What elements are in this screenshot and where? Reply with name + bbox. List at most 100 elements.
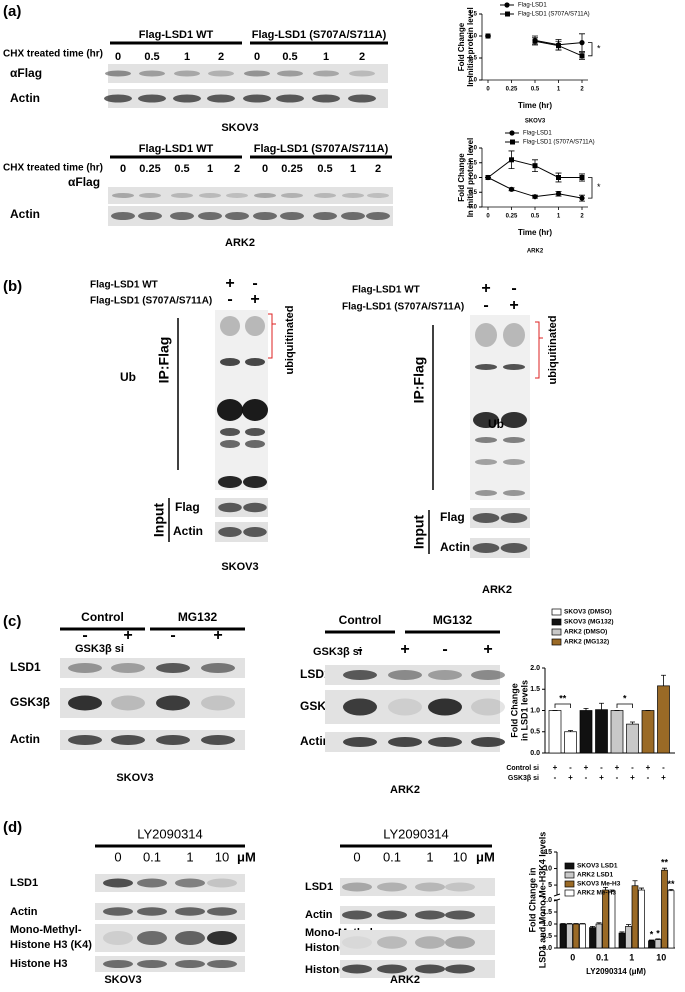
group-label: Flag-LSD1 (S707A/S711A) bbox=[254, 143, 389, 155]
y-axis-label: Fold Change bbox=[509, 683, 519, 738]
dose: 10 bbox=[215, 849, 229, 864]
cell-line: ARK2 bbox=[225, 237, 255, 249]
error-bar bbox=[661, 675, 666, 686]
ub-label: Ub bbox=[488, 417, 504, 431]
sign: + bbox=[123, 627, 132, 644]
band bbox=[243, 95, 271, 103]
x-axis-label: Time (hr) bbox=[518, 101, 552, 110]
bracket bbox=[588, 43, 592, 56]
annotation: * bbox=[623, 693, 627, 703]
bracket-label: ubiquitinated bbox=[284, 305, 296, 374]
marker bbox=[533, 39, 538, 44]
band bbox=[445, 965, 475, 974]
band bbox=[243, 476, 267, 488]
bar bbox=[649, 941, 655, 948]
band bbox=[343, 699, 377, 716]
time-label: 0.5 bbox=[144, 51, 159, 63]
band bbox=[348, 95, 376, 103]
band bbox=[137, 931, 167, 945]
band bbox=[103, 879, 133, 888]
sign: - bbox=[554, 773, 557, 782]
band bbox=[388, 670, 422, 680]
band bbox=[341, 212, 365, 220]
time-label: 0.25 bbox=[281, 163, 302, 175]
band bbox=[343, 670, 377, 680]
row-label: Flag bbox=[440, 510, 465, 524]
error-bar bbox=[633, 881, 638, 886]
row-label: Histone H3 (K4) bbox=[10, 939, 92, 951]
x-tick-label: 1 bbox=[557, 214, 561, 220]
legend-label: SKOV3 (DMSO) bbox=[564, 609, 612, 616]
band bbox=[174, 71, 200, 77]
band bbox=[281, 193, 303, 198]
band bbox=[245, 440, 265, 448]
band bbox=[244, 71, 270, 77]
bracket-label: ubiquitinated bbox=[547, 315, 559, 384]
legend-marker bbox=[509, 130, 514, 135]
band bbox=[243, 527, 267, 537]
bar bbox=[642, 711, 654, 754]
time-label: 0.5 bbox=[282, 51, 297, 63]
band bbox=[175, 931, 205, 945]
sign: - bbox=[600, 763, 603, 772]
legend-label: ARK2 LSD1 bbox=[577, 872, 614, 879]
band bbox=[245, 428, 265, 436]
band bbox=[245, 358, 265, 366]
band bbox=[220, 428, 240, 436]
y-tick-label: 1.0 bbox=[530, 707, 540, 714]
legend-label: SKOV3 Me-H3 bbox=[577, 881, 621, 888]
row-label: Actin bbox=[10, 207, 40, 221]
band bbox=[208, 71, 234, 77]
legend-label: Flag-LSD1 bbox=[523, 131, 552, 137]
band bbox=[342, 911, 372, 920]
band bbox=[139, 193, 161, 198]
row-label: αFlag bbox=[68, 175, 100, 189]
x-tick-label: 0 bbox=[486, 214, 490, 220]
band bbox=[137, 879, 167, 888]
band bbox=[156, 735, 190, 745]
ip-label: IP:Flag bbox=[156, 337, 172, 384]
band bbox=[501, 513, 528, 523]
time-label: 0 bbox=[115, 51, 121, 63]
band bbox=[198, 212, 222, 220]
band bbox=[503, 323, 525, 347]
sign: - bbox=[170, 627, 175, 644]
bar bbox=[655, 940, 661, 948]
band bbox=[342, 965, 372, 974]
band bbox=[156, 663, 190, 673]
band bbox=[313, 71, 339, 77]
bar bbox=[603, 890, 609, 948]
band bbox=[103, 907, 133, 916]
y-tick-label: 0.0 bbox=[530, 750, 540, 757]
legend-label: SKOV3 LSD1 bbox=[577, 863, 618, 870]
cell-line: ARK2 bbox=[390, 974, 420, 986]
band bbox=[475, 323, 497, 347]
bar bbox=[580, 711, 592, 754]
annotation: * bbox=[656, 928, 660, 938]
sign: + bbox=[483, 641, 492, 658]
dose: 10 bbox=[453, 849, 467, 864]
time-label: 0 bbox=[120, 163, 126, 175]
marker bbox=[486, 175, 491, 180]
band bbox=[242, 399, 268, 421]
time-label: 0 bbox=[262, 163, 268, 175]
row-label: LSD1 bbox=[305, 881, 333, 893]
row-label: Actin bbox=[440, 540, 470, 554]
group-label: Flag-LSD1 WT bbox=[139, 29, 214, 41]
band bbox=[377, 911, 407, 920]
sign: + bbox=[400, 641, 409, 658]
band bbox=[428, 737, 462, 747]
band bbox=[218, 503, 242, 513]
sign: + bbox=[250, 291, 259, 308]
band bbox=[103, 931, 133, 945]
band bbox=[342, 193, 364, 198]
band bbox=[475, 459, 497, 465]
input-label: Input bbox=[151, 503, 167, 538]
dose: 0 bbox=[114, 849, 121, 864]
bar bbox=[632, 886, 638, 948]
band bbox=[428, 699, 462, 716]
band bbox=[280, 212, 304, 220]
band bbox=[377, 936, 407, 949]
x-tick-label: 0.25 bbox=[506, 87, 518, 93]
band bbox=[367, 193, 389, 198]
